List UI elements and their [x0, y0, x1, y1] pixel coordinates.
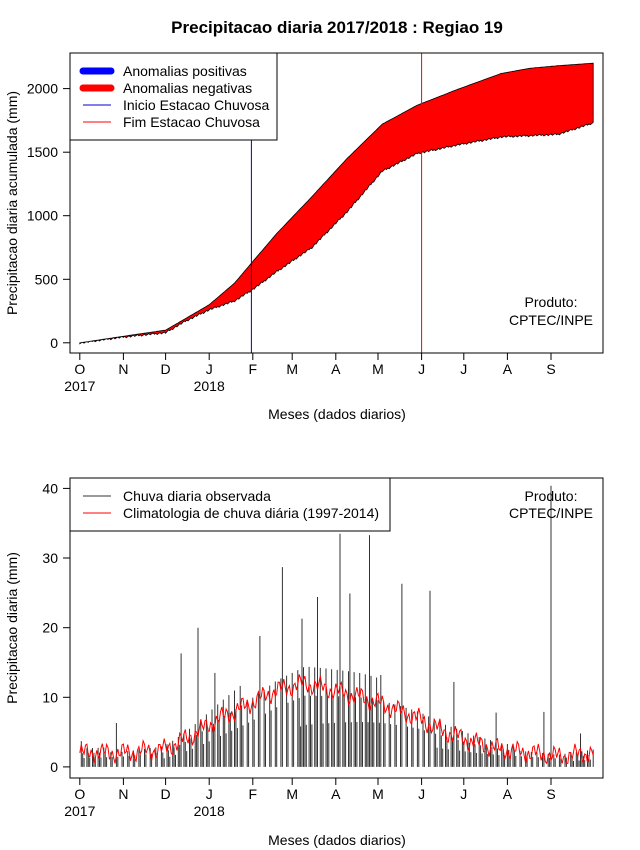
- year-label: 2017: [64, 803, 95, 819]
- chart-title: Precipitacao diaria 2017/2018 : Regiao 1…: [171, 18, 503, 37]
- product-source: CPTEC/INPE: [509, 312, 593, 328]
- x-tick-label: A: [503, 786, 513, 802]
- x-tick-label: F: [249, 361, 258, 377]
- x-tick-label: D: [161, 361, 171, 377]
- x-tick-label: O: [74, 786, 85, 802]
- year-label: 2017: [64, 378, 95, 394]
- accumulated-panel: 0 500 1000 1500 2000 O N D J F M A M J J A S 2017 2018 Pr…: [4, 52, 604, 422]
- x-tick-label: O: [74, 361, 85, 377]
- y-tick-label: 40: [42, 480, 58, 496]
- y-tick-label: 0: [50, 335, 58, 351]
- x-axis-label: Meses (dados diarios): [268, 406, 406, 422]
- x-tick-label: D: [161, 786, 171, 802]
- x-tick-label: M: [286, 786, 298, 802]
- y-tick-label: 0: [50, 759, 58, 775]
- y-tick-label: 10: [42, 689, 58, 705]
- y-tick-label: 500: [35, 271, 59, 287]
- y-tick-label: 20: [42, 620, 58, 636]
- product-label: Produto:: [525, 294, 578, 310]
- x-tick-label: S: [546, 786, 555, 802]
- x-tick-label: N: [118, 361, 128, 377]
- climatology-line: [79, 674, 594, 765]
- x-tick-label: M: [286, 361, 298, 377]
- x-tick-label: J: [206, 786, 213, 802]
- x-tick-label: M: [372, 786, 384, 802]
- x-tick-label: J: [418, 786, 425, 802]
- legend-label-negative: Anomalias negativas: [123, 80, 252, 96]
- x-tick-label: S: [546, 361, 555, 377]
- legend-box: [69, 52, 278, 141]
- x-axis: O N D J F M A M J J A S 2017 2018: [64, 353, 556, 394]
- y-tick-label: 1500: [27, 144, 58, 160]
- legend-label-start: Inicio Estacao Chuvosa: [123, 97, 270, 113]
- x-tick-label: J: [418, 361, 425, 377]
- x-tick-label: A: [331, 786, 341, 802]
- x-tick-label: A: [331, 361, 341, 377]
- y-axis: 0 500 1000 1500 2000: [27, 81, 70, 351]
- y-tick-label: 2000: [27, 81, 58, 97]
- product-label: Produto:: [525, 488, 578, 504]
- x-tick-label: J: [206, 361, 213, 377]
- x-axis: O N D J F M A M J J A S 2017 2018: [64, 778, 556, 819]
- y-tick-label: 30: [42, 550, 58, 566]
- x-tick-label: N: [118, 786, 128, 802]
- daily-panel: 0 10 20 30 40 O N D J F M A M J J A S 2017 2018 Precipita…: [4, 477, 604, 848]
- legend-label-climatology: Climatologia de chuva diária (1997-2014): [123, 505, 379, 521]
- plot-frame: [69, 52, 604, 354]
- year-label: 2018: [194, 378, 225, 394]
- y-axis: 0 10 20 30 40: [42, 480, 70, 775]
- legend-label-observed: Chuva diaria observada: [123, 488, 271, 504]
- x-tick-label: M: [372, 361, 384, 377]
- year-label: 2018: [194, 803, 225, 819]
- x-tick-label: A: [503, 361, 513, 377]
- legend: Chuva diaria observada Climatologia de c…: [69, 477, 391, 532]
- legend-label-positive: Anomalias positivas: [123, 63, 247, 79]
- y-axis-label: Precipitacao diaria (mm): [4, 552, 20, 704]
- legend: Anomalias positivas Anomalias negativas …: [69, 52, 278, 141]
- x-tick-label: F: [249, 786, 258, 802]
- legend-box: [69, 477, 391, 532]
- y-axis-label: Precipitacao diaria acumulada (mm): [4, 91, 20, 315]
- x-axis-label: Meses (dados diarios): [268, 832, 406, 848]
- x-tick-label: J: [460, 361, 467, 377]
- legend-label-end: Fim Estacao Chuvosa: [123, 114, 260, 130]
- product-source: CPTEC/INPE: [509, 505, 593, 521]
- x-tick-label: J: [460, 786, 467, 802]
- y-tick-label: 1000: [27, 208, 58, 224]
